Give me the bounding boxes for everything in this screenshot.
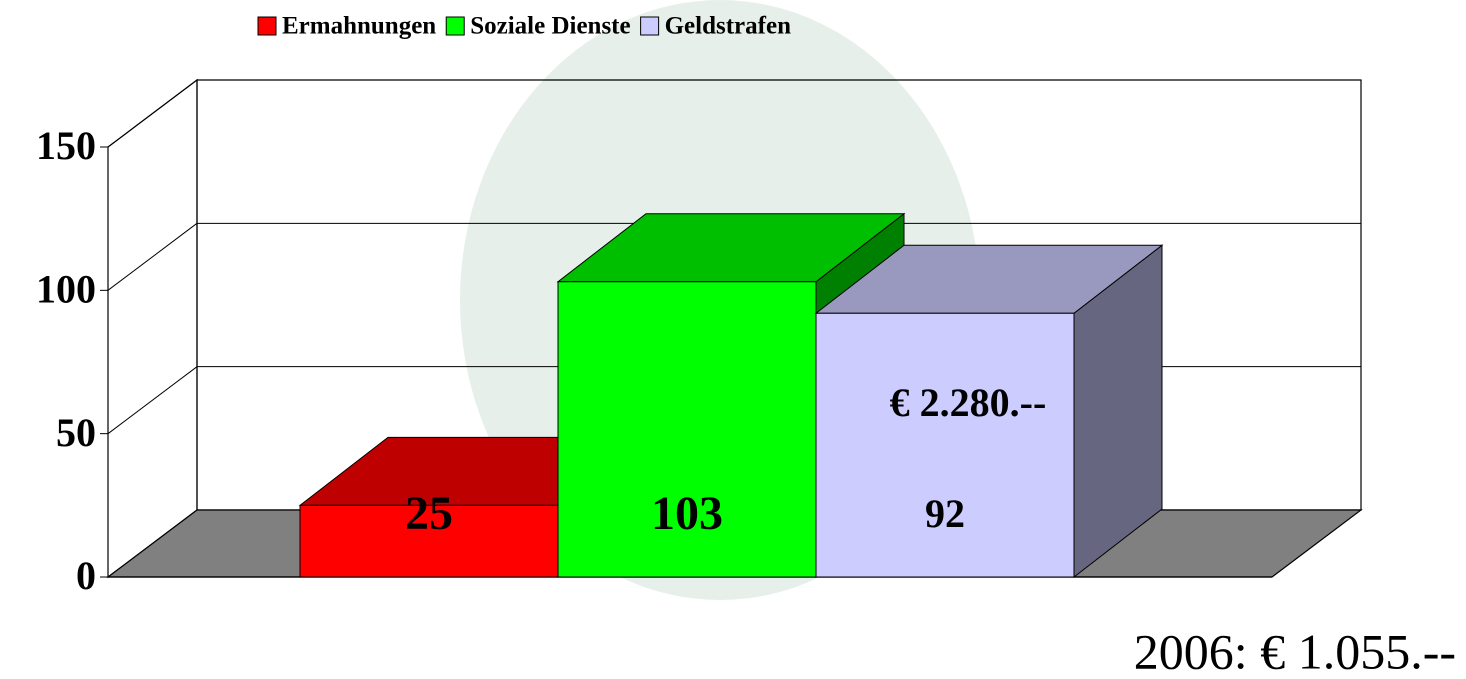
annotation: € 2.280.-- [890, 380, 1047, 425]
data-label: 92 [925, 491, 965, 536]
y-tick-label: 100 [36, 267, 96, 312]
legend-swatch [641, 17, 659, 35]
data-label: 25 [405, 487, 453, 540]
grid-line [108, 367, 197, 434]
grid-line [108, 80, 197, 147]
left-wall [108, 80, 197, 577]
y-tick-label: 50 [56, 410, 96, 455]
legend-label: Ermahnungen [282, 13, 436, 40]
y-tick-label: 150 [36, 123, 96, 168]
data-label: 103 [651, 487, 723, 540]
legend-swatch [258, 17, 276, 35]
y-tick-label: 0 [76, 553, 96, 598]
grid-line [108, 223, 197, 290]
legend-label: Soziale Dienste [470, 13, 630, 40]
annotation: 2006: € 1.055.-- [1134, 623, 1456, 679]
bar [816, 313, 1074, 577]
legend-swatch [446, 17, 464, 35]
legend-label: Geldstrafen [665, 13, 791, 40]
chart: 2006: € 1.055.-- 0 50 100 150 25 103 92 Ermahnu… [0, 0, 1466, 679]
